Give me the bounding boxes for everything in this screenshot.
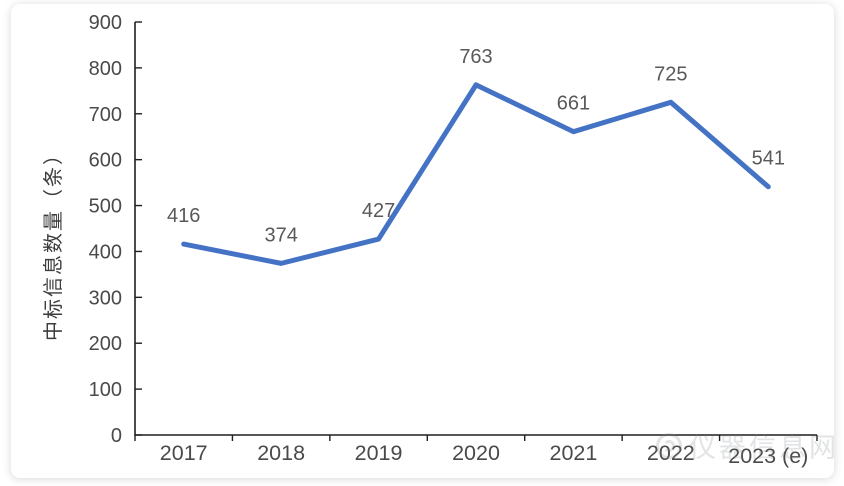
data-point-label: 541 <box>752 148 785 170</box>
data-point-label: 416 <box>167 205 200 227</box>
y-tick-label: 200 <box>89 333 122 355</box>
x-tick-label: 2017 <box>160 441 208 465</box>
y-axis-title: 中标信息数量（条） <box>42 143 65 341</box>
data-point-label: 427 <box>362 200 395 222</box>
x-tick-label: 2020 <box>452 441 500 465</box>
data-point-label: 725 <box>654 63 687 85</box>
series-line <box>181 82 771 266</box>
y-tick-label: 0 <box>111 425 122 447</box>
y-tick-label: 900 <box>89 12 122 34</box>
data-point-label: 374 <box>264 224 297 246</box>
x-tick-label: 2022 <box>647 441 695 465</box>
y-tick-label: 800 <box>89 58 122 80</box>
x-tick-label: 2018 <box>257 441 305 465</box>
y-tick-label: 600 <box>89 150 122 172</box>
x-tick-label: 2019 <box>355 441 403 465</box>
y-tick-label: 300 <box>89 287 122 309</box>
x-tick-label: 2023 (e) <box>728 444 808 468</box>
data-point-label: 763 <box>459 46 492 68</box>
y-tick-label: 400 <box>89 241 122 263</box>
y-tick-label: 500 <box>89 196 122 218</box>
y-tick-label: 700 <box>89 104 122 126</box>
y-tick-label: 100 <box>89 379 122 401</box>
x-tick-label: 2021 <box>550 441 598 465</box>
chart-card <box>11 4 834 478</box>
data-point-label: 661 <box>557 93 590 115</box>
